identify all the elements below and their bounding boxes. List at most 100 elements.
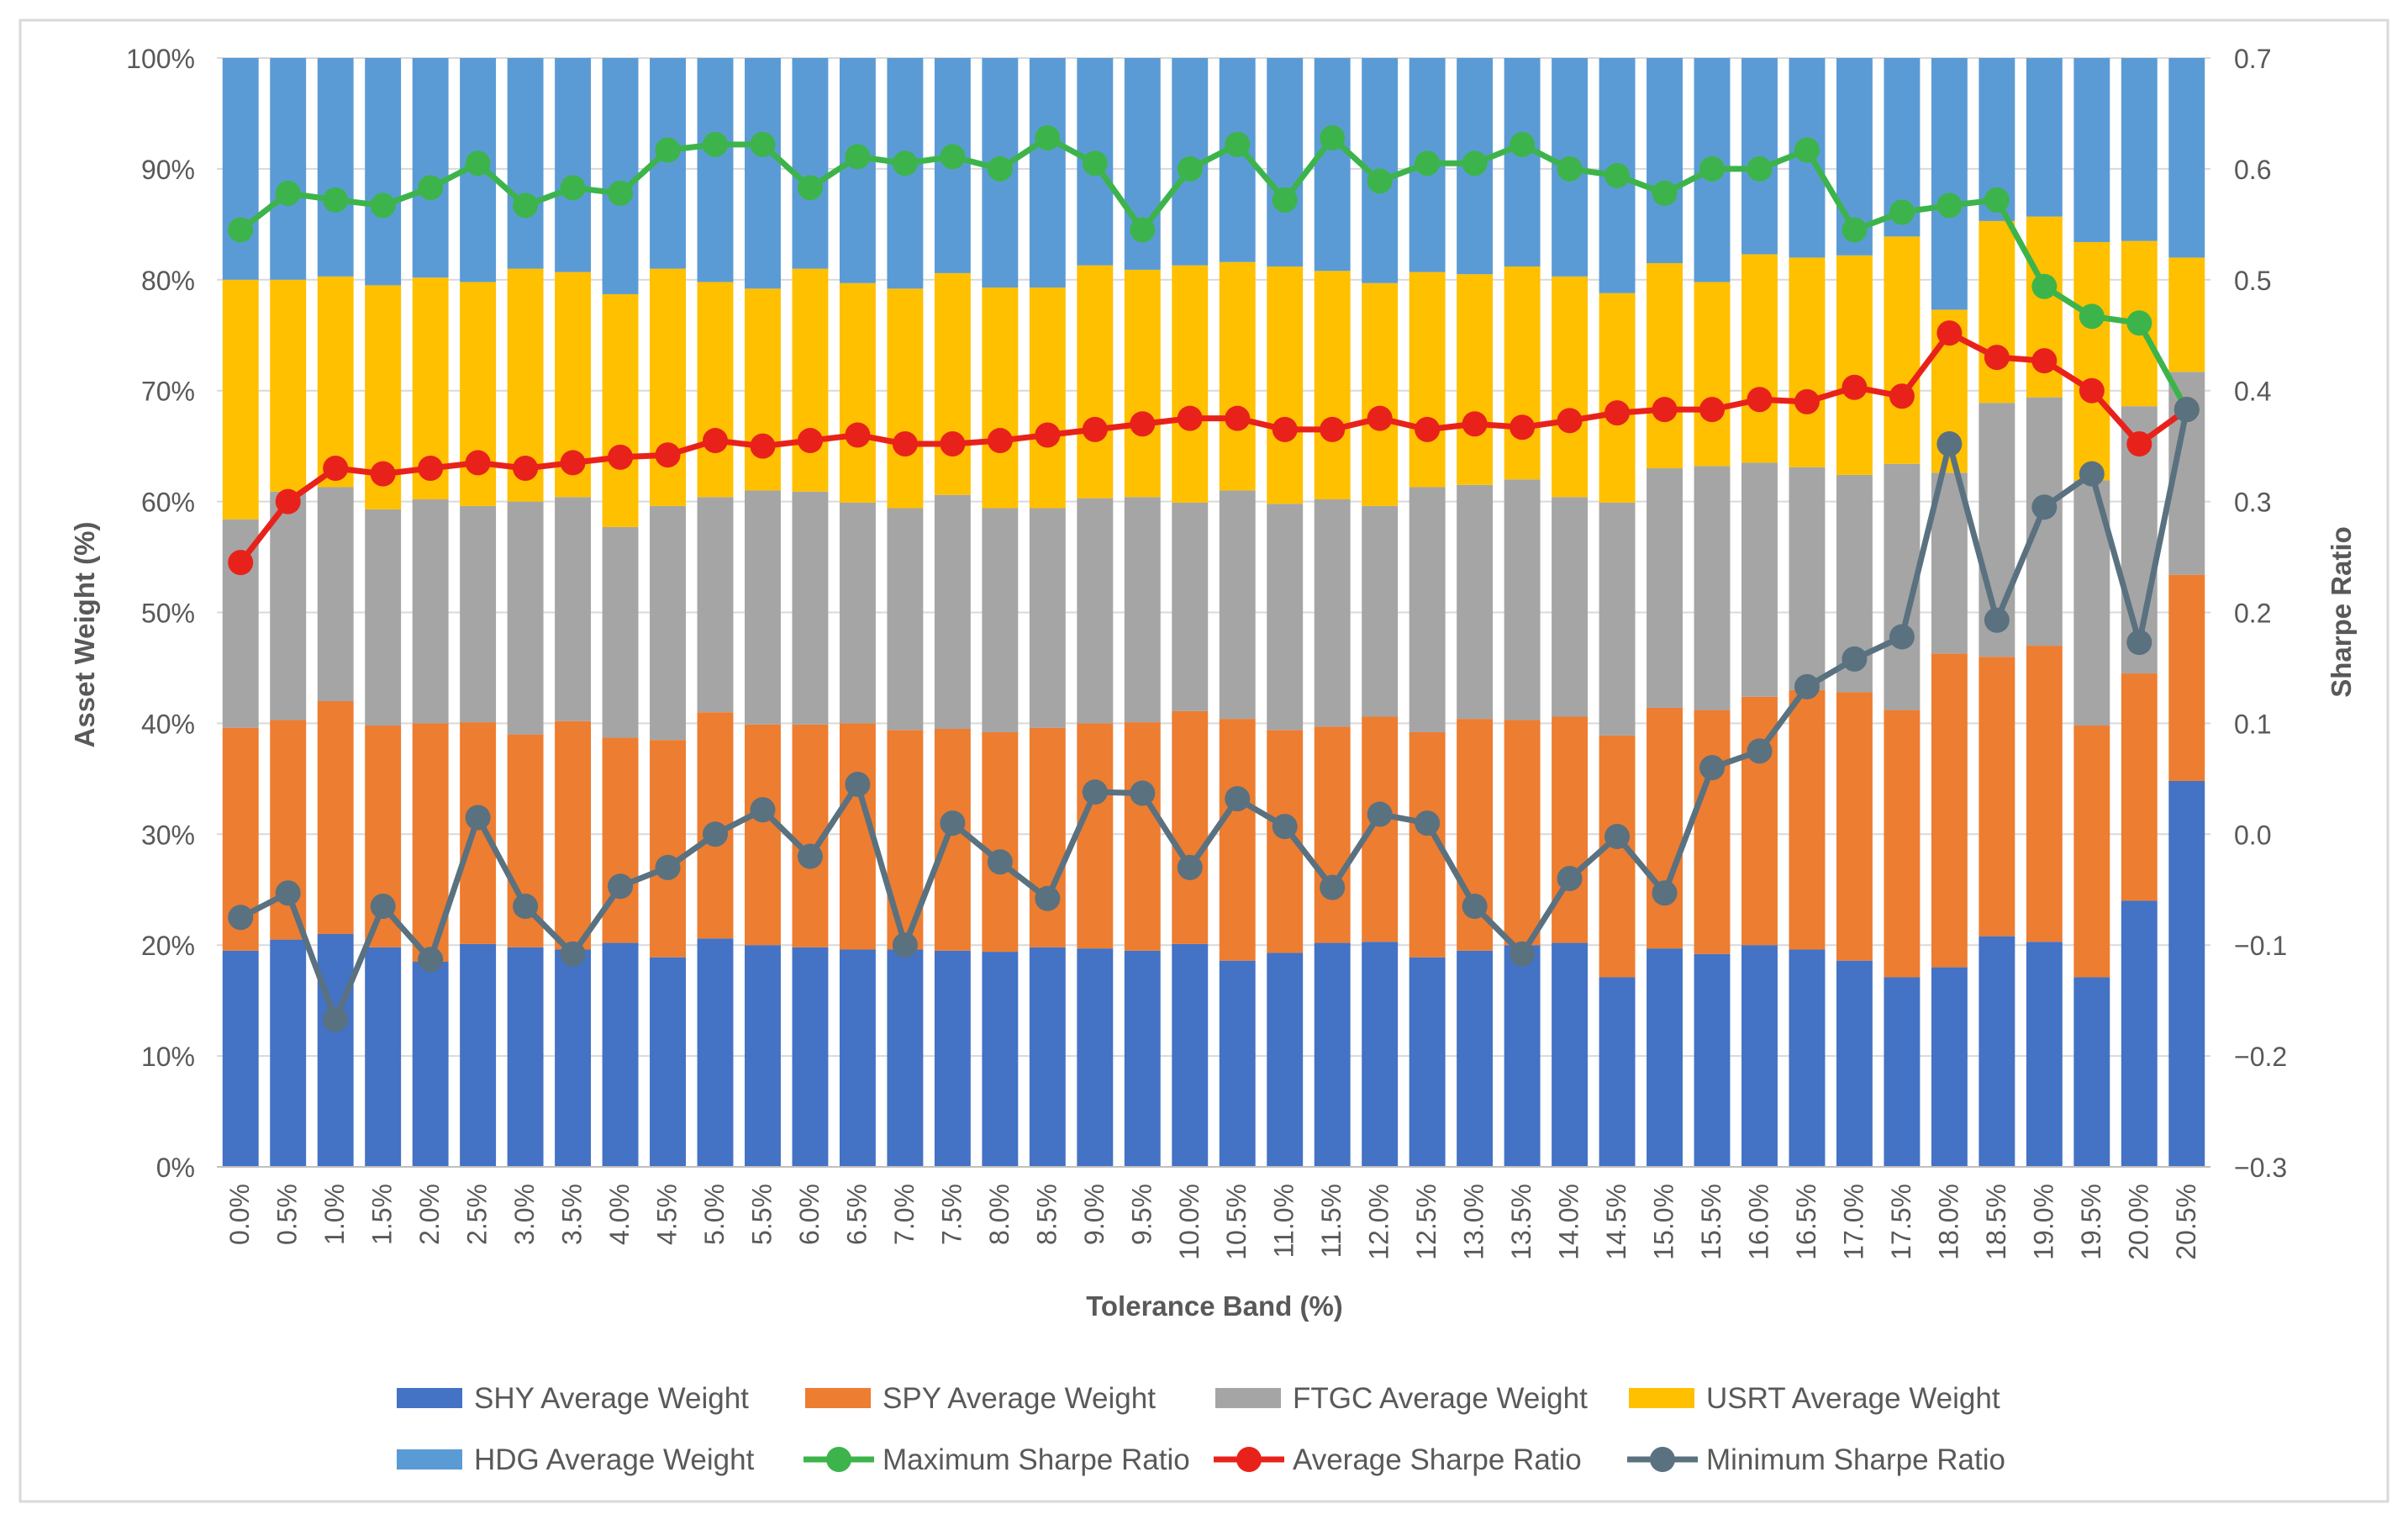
- point-average-sharpe-ratio: [1130, 411, 1156, 437]
- bar-segment-ftgc: [2026, 397, 2063, 646]
- bar-segment-ftgc: [270, 491, 307, 720]
- x-tick-label: 15.0%: [1649, 1184, 1679, 1260]
- point-average-sharpe-ratio: [1510, 414, 1536, 441]
- point-maximum-sharpe-ratio: [1462, 150, 1488, 177]
- point-average-sharpe-ratio: [940, 431, 966, 457]
- x-tick-label: 18.0%: [1933, 1184, 1963, 1260]
- bar-segment-usrt: [792, 268, 829, 492]
- bar-segment-ftgc: [1172, 502, 1209, 711]
- bar-segment-hdg: [839, 58, 876, 283]
- bar-segment-usrt: [934, 272, 971, 495]
- x-tick-label: 11.0%: [1269, 1184, 1299, 1258]
- bar-segment-ftgc: [412, 499, 449, 724]
- bar-segment-spy: [1219, 719, 1256, 961]
- point-maximum-sharpe-ratio: [892, 150, 918, 177]
- bar-segment-shy: [934, 950, 971, 1167]
- point-maximum-sharpe-ratio: [1415, 150, 1441, 177]
- x-tick-label: 7.0%: [889, 1184, 919, 1245]
- point-maximum-sharpe-ratio: [1936, 193, 1963, 219]
- bar-segment-spy: [1789, 689, 1826, 950]
- y-tick-label: 10%: [141, 1042, 195, 1072]
- bar-segment-ftgc: [1694, 466, 1731, 710]
- point-average-sharpe-ratio: [2031, 348, 2058, 374]
- bar-segment-shy: [507, 947, 544, 1167]
- x-tick-label: 11.5%: [1316, 1184, 1346, 1258]
- legend-label-ftgc-average-weight: FTGC Average Weight: [1293, 1382, 1588, 1415]
- point-maximum-sharpe-ratio: [845, 144, 871, 170]
- bar-segment-spy: [460, 722, 497, 944]
- point-minimum-sharpe-ratio: [1794, 673, 1820, 699]
- legend-marker-minimum-sharpe-ratio: [1650, 1447, 1675, 1472]
- bar-segment-usrt: [1267, 266, 1304, 504]
- y2-tick-label: 0.1: [2234, 709, 2271, 739]
- bar-segment-hdg: [1647, 58, 1683, 264]
- point-minimum-sharpe-ratio: [560, 941, 586, 967]
- y2-tick-label: 0.7: [2234, 44, 2271, 74]
- bar-segment-ftgc: [982, 508, 1019, 732]
- bar-segment-usrt: [1172, 265, 1209, 503]
- point-maximum-sharpe-ratio: [1367, 168, 1393, 194]
- point-average-sharpe-ratio: [797, 428, 823, 454]
- point-maximum-sharpe-ratio: [370, 193, 396, 219]
- point-maximum-sharpe-ratio: [228, 217, 254, 243]
- bar-segment-hdg: [745, 58, 781, 289]
- bar-segment-ftgc: [1504, 479, 1541, 720]
- bar-segment-spy: [1077, 723, 1114, 949]
- bar-segment-usrt: [317, 276, 354, 488]
- bar-segment-usrt: [270, 279, 307, 492]
- bar-segment-shy: [1647, 948, 1683, 1167]
- point-average-sharpe-ratio: [892, 431, 918, 457]
- point-minimum-sharpe-ratio: [418, 947, 444, 973]
- bar-segment-shy: [2121, 900, 2158, 1167]
- x-tick-label: 8.5%: [1031, 1184, 1062, 1245]
- bar-segment-shy: [1457, 950, 1494, 1167]
- bar-segment-ftgc: [365, 509, 402, 726]
- point-maximum-sharpe-ratio: [1652, 180, 1678, 206]
- bar-segment-hdg: [365, 58, 402, 286]
- bar-segment-ftgc: [1457, 484, 1494, 720]
- bar-segment-usrt: [839, 282, 876, 503]
- point-average-sharpe-ratio: [323, 456, 349, 482]
- point-maximum-sharpe-ratio: [513, 193, 539, 219]
- bar-segment-spy: [1647, 707, 1683, 949]
- bar-segment-spy: [1979, 657, 2015, 937]
- bar-segment-usrt: [1029, 288, 1066, 509]
- point-minimum-sharpe-ratio: [1510, 941, 1536, 967]
- point-minimum-sharpe-ratio: [797, 843, 823, 869]
- point-maximum-sharpe-ratio: [1794, 137, 1820, 163]
- bar-segment-hdg: [1029, 58, 1066, 288]
- point-minimum-sharpe-ratio: [1652, 880, 1678, 906]
- point-minimum-sharpe-ratio: [940, 810, 966, 836]
- axes: 0% 10% 20% 30% 40% 50% 60% 70% 80% 90% 100% −0.3 −0.…: [126, 44, 2287, 1260]
- bar-segment-spy: [650, 740, 686, 958]
- point-minimum-sharpe-ratio: [1177, 854, 1203, 880]
- point-average-sharpe-ratio: [1367, 405, 1393, 431]
- x-tick-label: 13.0%: [1459, 1184, 1489, 1260]
- bar-segment-hdg: [602, 58, 639, 294]
- bar-segment-spy: [982, 731, 1019, 952]
- point-average-sharpe-ratio: [370, 461, 396, 487]
- point-average-sharpe-ratio: [1652, 397, 1678, 423]
- bar-segment-usrt: [2073, 241, 2110, 481]
- x-tick-label: 19.0%: [2028, 1184, 2058, 1260]
- x-tick-label: 9.0%: [1079, 1184, 1109, 1245]
- point-average-sharpe-ratio: [1462, 411, 1488, 437]
- bar-segment-spy: [1552, 716, 1589, 943]
- bar-segment-ftgc: [650, 505, 686, 741]
- y-tick-label: 100%: [126, 44, 195, 74]
- point-maximum-sharpe-ratio: [1082, 150, 1108, 177]
- legend-label-hdg-average-weight: HDG Average Weight: [474, 1443, 755, 1476]
- bar-segment-usrt: [1599, 293, 1636, 503]
- point-average-sharpe-ratio: [1177, 405, 1203, 431]
- x-tick-label: 12.0%: [1364, 1184, 1394, 1260]
- x-tick-label: 10.5%: [1221, 1184, 1251, 1260]
- bar-segment-shy: [1314, 942, 1351, 1167]
- bar-segment-shy: [1741, 945, 1778, 1167]
- bar-segment-hdg: [507, 58, 544, 269]
- point-minimum-sharpe-ratio: [2079, 461, 2105, 487]
- point-maximum-sharpe-ratio: [1320, 124, 1346, 150]
- bar-segment-spy: [934, 728, 971, 951]
- x-tick-label: 1.0%: [319, 1184, 350, 1245]
- bar-segment-hdg: [2073, 58, 2110, 242]
